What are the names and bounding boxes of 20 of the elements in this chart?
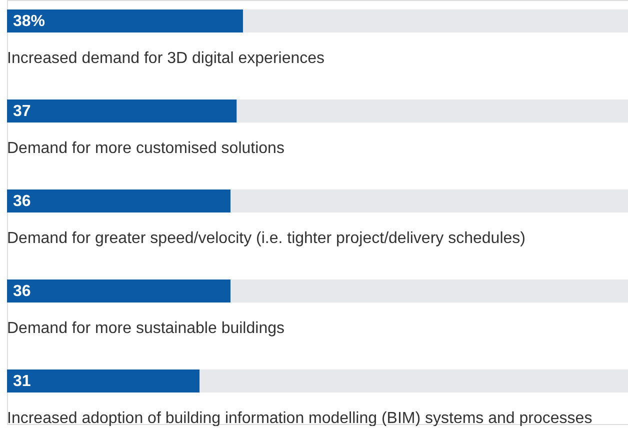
bar: [236, 100, 628, 122]
y-tick-label: Demand for more customised solutions: [7, 140, 284, 157]
y-tick-label: Demand for more sustainable buildings: [7, 320, 284, 337]
bar: [7, 280, 231, 302]
bar: [7, 10, 243, 32]
data-label: 36: [13, 283, 31, 300]
bar: [7, 370, 200, 392]
bar: [230, 190, 628, 212]
y-tick-label: Increased demand for 3D digital experiences: [7, 50, 325, 67]
bar: [242, 10, 628, 32]
bar: [7, 190, 231, 212]
y-tick-label: Increased adoption of building information modelling (BIM) systems and processes: [7, 410, 592, 427]
data-label: 36: [13, 193, 31, 210]
bar: [230, 280, 628, 302]
data-label: 31: [13, 373, 31, 390]
bar: [7, 100, 237, 122]
data-label: 38%: [13, 13, 46, 30]
bar: [200, 370, 628, 392]
y-tick-label: Demand for greater speed/velocity (i.e. tighter project/delivery schedules): [7, 230, 526, 247]
data-label: 37: [13, 103, 31, 120]
